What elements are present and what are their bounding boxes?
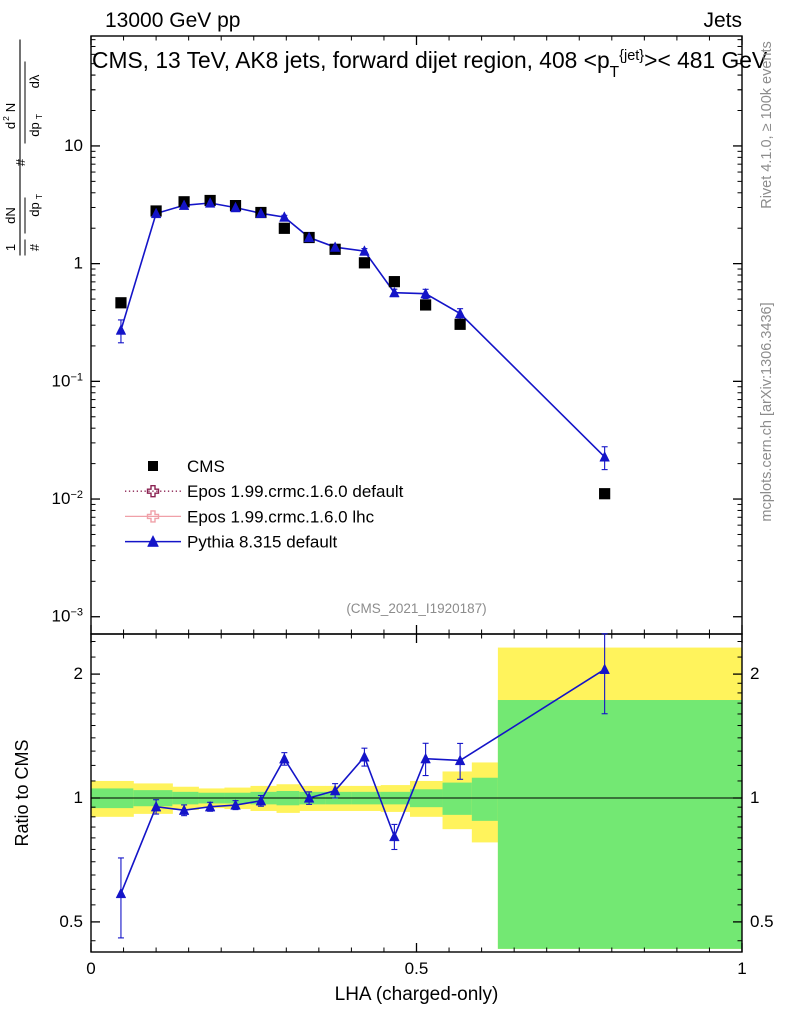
svg-text:0: 0 <box>86 959 95 978</box>
svg-text:Epos 1.99.crmc.1.6.0 lhc: Epos 1.99.crmc.1.6.0 lhc <box>187 507 375 526</box>
svg-text:Ratio to CMS: Ratio to CMS <box>12 739 32 846</box>
svg-text:2: 2 <box>1 116 11 121</box>
svg-text:T: T <box>34 194 44 199</box>
svg-text:dN: dN <box>3 207 18 224</box>
svg-text:2: 2 <box>750 664 759 683</box>
svg-text:1: 1 <box>737 959 746 978</box>
svg-text:Jets: Jets <box>703 9 742 32</box>
svg-text:Pythia 8.315 default: Pythia 8.315 default <box>187 533 338 552</box>
svg-text:dp: dp <box>27 122 42 136</box>
svg-text:0.5: 0.5 <box>405 959 429 978</box>
svg-text:#: # <box>13 158 28 166</box>
svg-text:13000 GeV pp: 13000 GeV pp <box>105 9 240 32</box>
svg-text:Rivet 4.1.0, ≥ 100k events: Rivet 4.1.0, ≥ 100k events <box>759 41 775 209</box>
svg-text:mcplots.cern.ch [arXiv:1306.34: mcplots.cern.ch [arXiv:1306.3436] <box>759 302 775 521</box>
svg-text:10: 10 <box>64 136 83 155</box>
svg-text:dλ: dλ <box>27 74 42 88</box>
svg-text:dp: dp <box>27 202 42 216</box>
svg-text:(CMS_2021_I1920187): (CMS_2021_I1920187) <box>346 601 486 616</box>
svg-text:0.5: 0.5 <box>59 912 83 931</box>
svg-text:T: T <box>34 114 44 119</box>
svg-text:0.5: 0.5 <box>750 912 774 931</box>
svg-text:N: N <box>3 103 18 112</box>
svg-text:2: 2 <box>74 664 83 683</box>
svg-text:LHA (charged-only): LHA (charged-only) <box>335 984 499 1005</box>
svg-text:1: 1 <box>74 254 83 273</box>
svg-text:d: d <box>3 122 18 129</box>
svg-text:1: 1 <box>3 244 18 251</box>
svg-text:CMS: CMS <box>187 457 225 476</box>
svg-text:1: 1 <box>74 788 83 807</box>
svg-text:1: 1 <box>750 788 759 807</box>
svg-text:#: # <box>27 243 42 251</box>
svg-text:Epos 1.99.crmc.1.6.0 default: Epos 1.99.crmc.1.6.0 default <box>187 482 404 501</box>
